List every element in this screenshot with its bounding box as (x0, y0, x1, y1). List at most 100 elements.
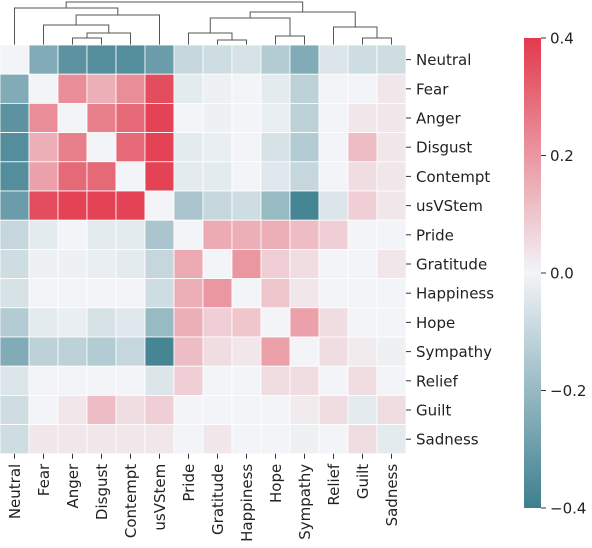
dendrogram-link (86, 32, 131, 45)
heatmap-cell-10-4 (115, 336, 146, 367)
heatmap-cell-0-9 (260, 44, 291, 75)
heatmap-cell-10-0 (0, 336, 30, 367)
row-label-12: Guilt (416, 402, 451, 420)
heatmap-cell-4-12 (347, 161, 378, 192)
heatmap-cell-11-12 (347, 365, 378, 396)
heatmap-cell-3-13 (376, 132, 407, 163)
heatmap-cell-12-1 (28, 394, 59, 425)
heatmap-cell-7-11 (318, 248, 349, 279)
colorbar-tick-label-4: −0.4 (550, 500, 586, 518)
heatmap-cell-7-5 (144, 248, 175, 279)
heatmap-cell-5-5 (144, 190, 175, 221)
heatmap-cell-6-11 (318, 219, 349, 250)
heatmap-cell-1-3 (86, 73, 117, 104)
heatmap-cell-12-11 (318, 394, 349, 425)
heatmap-cell-2-8 (231, 103, 262, 134)
heatmap-cell-3-6 (173, 132, 204, 163)
heatmap-cell-7-9 (260, 248, 291, 279)
row-label-7: Gratitude (416, 256, 487, 274)
heatmap-cell-1-0 (0, 73, 30, 104)
heatmap-cell-3-8 (231, 132, 262, 163)
heatmap-cell-12-6 (173, 394, 204, 425)
heatmap-cell-10-8 (231, 336, 262, 367)
heatmap-cell-4-2 (57, 161, 88, 192)
row-label-11: Relief (416, 372, 459, 390)
heatmap-cell-8-4 (115, 278, 146, 309)
heatmap-cell-9-11 (318, 307, 349, 338)
heatmap-cell-10-6 (173, 336, 204, 367)
heatmap-cell-0-11 (318, 44, 349, 75)
heatmap-cell-0-6 (173, 44, 204, 75)
heatmap-cell-0-3 (86, 44, 117, 75)
heatmap-cell-8-6 (173, 278, 204, 309)
heatmap-cell-9-6 (173, 307, 204, 338)
col-label-12: Guilt (354, 464, 372, 499)
heatmap-cell-1-9 (260, 73, 291, 104)
heatmap-cell-13-2 (57, 424, 88, 455)
col-label-7: Gratitude (209, 464, 227, 535)
col-label-5: usVStem (151, 464, 169, 531)
heatmap-cell-4-13 (376, 161, 407, 192)
heatmap-cell-6-13 (376, 219, 407, 250)
col-label-3: Disgust (93, 464, 111, 520)
heatmap-cell-10-12 (347, 336, 378, 367)
heatmap-cell-0-0 (0, 44, 30, 75)
heatmap-cell-4-6 (173, 161, 204, 192)
heatmap-cell-12-5 (144, 394, 175, 425)
heatmap-cell-10-1 (28, 336, 59, 367)
heatmap-cell-9-12 (347, 307, 378, 338)
heatmap-cell-8-11 (318, 278, 349, 309)
heatmap-cell-2-7 (202, 103, 233, 134)
heatmap-cell-11-1 (28, 365, 59, 396)
col-label-0: Neutral (6, 464, 24, 519)
heatmap-cell-5-7 (202, 190, 233, 221)
heatmap-cell-7-10 (289, 248, 320, 279)
heatmap-cell-0-10 (289, 44, 320, 75)
heatmap-cell-4-9 (260, 161, 291, 192)
heatmap-cell-3-9 (260, 132, 291, 163)
heatmap-cell-2-0 (0, 103, 30, 134)
heatmap-cell-1-5 (144, 73, 175, 104)
heatmap-cell-8-2 (57, 278, 88, 309)
heatmap-cell-1-7 (202, 73, 233, 104)
col-label-13: Sadness (383, 464, 401, 527)
heatmap-cell-3-5 (144, 132, 175, 163)
heatmap-cell-11-13 (376, 365, 407, 396)
heatmap-cell-3-3 (86, 132, 117, 163)
heatmap-cell-11-3 (86, 365, 117, 396)
dendrogram-link (14, 7, 119, 45)
heatmap-cell-10-5 (144, 336, 175, 367)
heatmap-cell-8-10 (289, 278, 320, 309)
colorbar: 0.4 0.2 0.0 −0.2 −0.4 (524, 30, 586, 518)
heatmap-cell-2-1 (28, 103, 59, 134)
heatmap-cell-7-7 (202, 248, 233, 279)
heatmap-cell-2-12 (347, 103, 378, 134)
heatmap-cell-6-6 (173, 219, 204, 250)
heatmap-cell-0-8 (231, 44, 262, 75)
heatmap-cell-6-5 (144, 219, 175, 250)
heatmap-cell-2-6 (173, 103, 204, 134)
heatmap-cell-11-5 (144, 365, 175, 396)
heatmap-cell-10-7 (202, 336, 233, 367)
heatmap-cell-3-4 (115, 132, 146, 163)
heatmap-cell-9-3 (86, 307, 117, 338)
heatmap-cell-11-6 (173, 365, 204, 396)
heatmap-cell-12-3 (86, 394, 117, 425)
heatmap-cell-9-5 (144, 307, 175, 338)
heatmap-cell-9-4 (115, 307, 146, 338)
heatmap-cell-11-0 (0, 365, 30, 396)
heatmap-cell-2-3 (86, 103, 117, 134)
heatmap-cell-9-7 (202, 307, 233, 338)
heatmap-cell-7-4 (115, 248, 146, 279)
heatmap-cell-7-13 (376, 248, 407, 279)
heatmap-cell-5-1 (28, 190, 59, 221)
heatmap-cell-2-5 (144, 103, 175, 134)
heatmap-cell-3-7 (202, 132, 233, 163)
row-label-2: Anger (416, 110, 462, 128)
heatmap-cell-12-0 (0, 394, 30, 425)
heatmap-cell-9-1 (28, 307, 59, 338)
col-label-11: Relief (325, 463, 343, 506)
heatmap-cells (0, 44, 407, 455)
heatmap-cell-13-5 (144, 424, 175, 455)
heatmap-cell-2-10 (289, 103, 320, 134)
